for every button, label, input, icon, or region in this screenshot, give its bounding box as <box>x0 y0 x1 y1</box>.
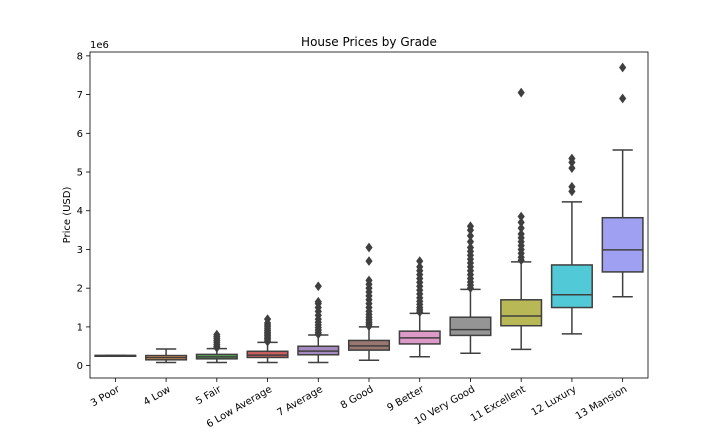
box-group <box>297 281 340 364</box>
outlier-point <box>416 256 424 266</box>
box-group <box>449 221 492 354</box>
y-axis-title: Price (USD) <box>62 187 73 244</box>
outlier-point <box>365 256 373 266</box>
outlier-point <box>466 221 475 232</box>
outlier-point <box>517 229 525 239</box>
x-tick-label: 12 Luxury <box>530 384 579 419</box>
outlier-point <box>619 62 627 73</box>
outlier-point <box>263 314 272 325</box>
box <box>601 216 644 273</box>
box-group <box>94 354 137 358</box>
outlier-point <box>466 242 475 253</box>
x-tick-label: 11 Excellent <box>469 384 528 424</box>
y-tick-label: 0 <box>77 361 83 372</box>
box <box>500 299 543 327</box>
box-group <box>601 62 644 298</box>
x-tick-label: 5 Fair <box>194 384 224 408</box>
outlier-point <box>517 87 525 98</box>
box-group <box>398 256 441 358</box>
box <box>449 316 492 337</box>
y-tick-label: 8 <box>77 51 83 62</box>
y-tick-label: 5 <box>77 168 83 179</box>
y-tick-label: 1 <box>77 322 83 333</box>
x-tick-label: 7 Average <box>275 384 324 419</box>
x-tick-label: 4 Low <box>142 384 173 408</box>
y-tick-label: 4 <box>77 206 83 217</box>
outlier-point <box>568 181 576 192</box>
x-tick-label: 8 Good <box>339 384 376 411</box>
outlier-point <box>314 296 322 307</box>
y-axis-scale-label: 1e6 <box>90 40 109 51</box>
outlier-point <box>517 211 525 222</box>
outlier-point <box>466 231 475 241</box>
box-group <box>195 329 238 364</box>
box-group <box>500 87 543 351</box>
plot-area <box>94 62 644 364</box>
y-tick-label: 3 <box>77 245 83 256</box>
box-group <box>246 314 289 364</box>
outlier-point <box>517 223 525 234</box>
box-group <box>145 348 188 364</box>
outlier-point <box>213 329 221 340</box>
y-tick-label: 2 <box>77 284 83 295</box>
box-group <box>347 242 391 361</box>
x-tick-label: 3 Poor <box>89 384 123 410</box>
chart-title: House Prices by Grade <box>301 35 437 49</box>
x-tick-label: 13 Mansion <box>574 384 629 422</box>
outlier-point <box>568 163 576 174</box>
outlier-point <box>416 262 424 272</box>
box <box>246 350 289 359</box>
y-tick-label: 6 <box>77 129 83 140</box>
outlier-point <box>466 236 475 247</box>
outlier-point <box>517 217 525 228</box>
y-tick-label: 7 <box>77 90 83 101</box>
plot-frame <box>89 51 649 379</box>
box <box>550 264 593 309</box>
outlier-point <box>568 153 576 164</box>
outlier-point <box>365 275 373 286</box>
outlier-point <box>365 242 373 253</box>
outlier-point <box>619 93 627 104</box>
outlier-point <box>314 281 322 292</box>
box-group <box>550 153 593 335</box>
x-tick-label: 9 Better <box>386 384 427 414</box>
